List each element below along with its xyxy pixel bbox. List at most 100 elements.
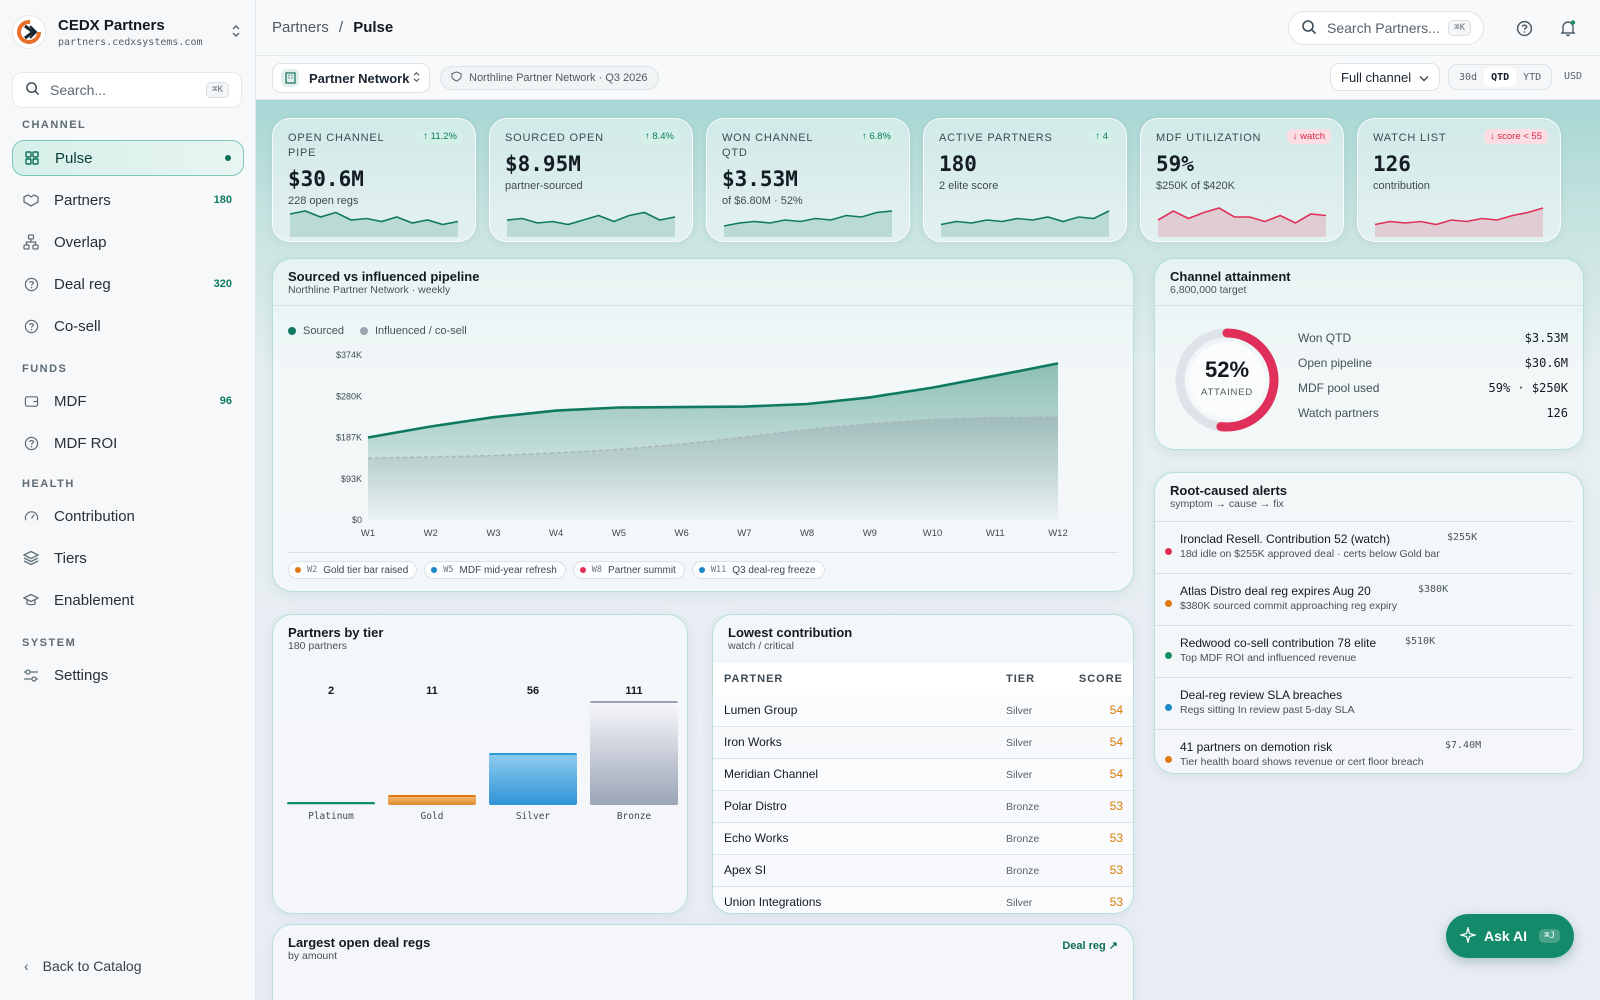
table-row[interactable]: Lumen Group Silver 54 <box>713 695 1133 727</box>
partner-name: Apex SI <box>724 863 767 877</box>
alert-item[interactable]: Deal-reg review SLA breaches Regs sitting… <box>1155 677 1573 729</box>
sparkline <box>506 211 676 237</box>
col-partner[interactable]: PARTNER <box>724 673 784 685</box>
network-label: Partner Network <box>309 70 410 86</box>
alert-item[interactable]: Ironclad Resell. Contribution 52 (watch)… <box>1155 521 1573 573</box>
handshake-icon <box>22 191 40 209</box>
active-dot <box>225 155 231 161</box>
tier-count: 2 <box>327 685 335 697</box>
sparkline-area <box>507 212 675 237</box>
chevron-down-icon <box>1419 70 1429 85</box>
legend-item-influenced[interactable]: Influenced / co-sell <box>359 325 467 337</box>
event-chip[interactable]: W8 Partner summit <box>572 561 685 579</box>
tiers-card: Partners by tier 180 partners 2 Platinum 1… <box>272 614 688 914</box>
donut-progress <box>1175 328 1279 432</box>
tier-count: 11 <box>426 685 438 697</box>
event-chip[interactable]: W11 Q3 deal-reg freeze <box>691 561 825 579</box>
kpi-card[interactable]: SOURCED OPEN ↑ 8.4% $8.95M partner-sourced <box>489 118 693 242</box>
alert-item[interactable]: Redwood co-sell contribution 78 elite $51… <box>1155 625 1573 677</box>
event-chip[interactable]: W2 Gold tier bar raised <box>288 561 418 579</box>
kpi-card[interactable]: MDF UTILIZATION ↓ watch 59% $250K of $420K <box>1140 118 1344 242</box>
sparkline-line <box>506 211 676 226</box>
sidebar-item-tiers[interactable]: Tiers <box>12 540 244 576</box>
col-score[interactable]: SCORE <box>1078 673 1123 685</box>
sidebar-item-mdf-roi[interactable]: MDF ROI <box>12 425 244 461</box>
breadcrumb-parent[interactable]: Partners <box>272 19 329 36</box>
sidebar-item-contribution[interactable]: Contribution <box>12 498 244 534</box>
alert-amount: $380K <box>1418 584 1449 595</box>
sidebar-item-enablement[interactable]: Enablement <box>12 582 244 618</box>
legend-item-sourced[interactable]: Sourced <box>288 325 344 337</box>
sidebar-item-deal-reg[interactable]: Deal reg 320 <box>12 266 244 302</box>
attainment-row-value: 59% · $250K <box>1488 381 1568 395</box>
range-qtd[interactable]: QTD <box>1484 67 1517 87</box>
kpi-card[interactable]: WON CHANNEL QTD ↑ 6.8% $3.53M of $6.80M · 5… <box>706 118 910 242</box>
sidebar-item-overlap[interactable]: Overlap <box>12 224 244 260</box>
alert-item[interactable]: 41 partners on demotion risk $7.40M Tier h… <box>1155 729 1573 773</box>
kpi-value: $30.6M <box>288 167 364 191</box>
tiers-subtitle: 180 partners <box>288 640 347 652</box>
table-row[interactable]: Apex SI Bronze 53 <box>713 855 1133 887</box>
kpi-value: 126 <box>1373 152 1411 176</box>
x-tick-label: W8 <box>800 528 814 539</box>
sparkline-area <box>1158 208 1326 237</box>
col-tier[interactable]: TIER <box>1006 673 1036 685</box>
sidebar-item-co-sell[interactable]: Co-sell <box>12 308 244 344</box>
sidebar-item-partners[interactable]: Partners 180 <box>12 182 244 218</box>
back-to-catalog-link[interactable]: ‹ Back to Catalog <box>24 958 142 974</box>
alert-item[interactable]: Atlas Distro deal reg expires Aug 20 $380… <box>1155 573 1573 625</box>
currency-label[interactable]: USD <box>1564 71 1583 82</box>
kpi-card[interactable]: WATCH LIST ↓ score < 55 126 contribution <box>1357 118 1561 242</box>
partner-name: Lumen Group <box>724 703 798 717</box>
table-row[interactable]: Polar Distro Bronze 53 <box>713 791 1133 823</box>
workspace-switcher[interactable]: CEDX Partners partners.cedxsystems.com <box>12 12 244 52</box>
ask-ai-button[interactable]: Ask AI ⌘J <box>1446 914 1574 958</box>
table-row[interactable]: Iron Works Silver 54 <box>713 727 1133 759</box>
y-tick-label: $0 <box>352 515 362 525</box>
section-channel: CHANNEL <box>22 119 87 131</box>
alert-detail: Tier health board shows revenue or cert … <box>1180 756 1424 768</box>
y-tick-label: $93K <box>341 474 362 484</box>
network-selector[interactable]: Partner Network <box>272 63 430 93</box>
sidebar-item-label: MDF ROI <box>54 434 118 452</box>
event-chip[interactable]: W5 MDF mid-year refresh <box>424 561 566 579</box>
range-30d[interactable]: 30d <box>1459 71 1478 83</box>
global-search-input[interactable]: Search Partners... ⌘K <box>1288 11 1484 45</box>
sidebar-item-settings[interactable]: Settings <box>12 657 244 693</box>
help-circle-icon <box>22 317 40 335</box>
channel-select[interactable]: Full channel <box>1330 63 1440 91</box>
table-row[interactable]: Meridian Channel Silver 54 <box>713 759 1133 791</box>
sparkline-line <box>1374 207 1544 226</box>
kpi-value: 59% <box>1156 152 1194 176</box>
chevron-updown-icon[interactable] <box>228 24 244 41</box>
sparkline-line <box>940 210 1110 226</box>
range-ytd[interactable]: YTD <box>1523 71 1542 83</box>
lowest-title: Lowest contribution <box>728 625 853 640</box>
tier-bar[interactable] <box>489 752 577 805</box>
x-tick-label: W9 <box>863 528 877 539</box>
bell-icon[interactable] <box>1558 18 1578 38</box>
help-icon[interactable] <box>1514 18 1534 38</box>
kpi-card[interactable]: OPEN CHANNEL PIPE ↑ 11.2% $30.6M 228 open r… <box>272 118 476 242</box>
cedx-logo <box>12 15 46 49</box>
sidebar-item-mdf[interactable]: MDF 96 <box>12 383 244 419</box>
kpi-value: 180 <box>939 152 977 176</box>
deal-reg-link[interactable]: Deal reg ↗ <box>1062 940 1118 952</box>
x-tick-label: W12 <box>1048 528 1068 539</box>
table-row[interactable]: Echo Works Bronze 53 <box>713 823 1133 855</box>
count-badge: 320 <box>213 278 232 290</box>
card-divider <box>288 552 1118 553</box>
sidebar-search-input[interactable]: Search... ⌘K <box>12 72 242 108</box>
lowest-subtitle: watch / critical <box>728 640 794 652</box>
tier-bar[interactable] <box>287 802 375 805</box>
tier-bar[interactable] <box>388 794 476 805</box>
kpi-label: SOURCED OPEN <box>505 132 604 144</box>
table-row[interactable]: Union Integrations Silver 53 <box>713 887 1133 913</box>
building-icon <box>281 69 299 87</box>
attainment-row: Won QTD $3.53M <box>1298 331 1568 356</box>
sidebar-item-pulse[interactable]: Pulse <box>12 140 244 176</box>
kpi-card[interactable]: ACTIVE PARTNERS ↑ 4 180 2 elite score <box>923 118 1127 242</box>
tier-bar[interactable] <box>590 701 678 805</box>
lowest-contribution-card: Lowest contribution watch / critical PAR… <box>712 614 1134 914</box>
event-dot <box>295 567 301 573</box>
